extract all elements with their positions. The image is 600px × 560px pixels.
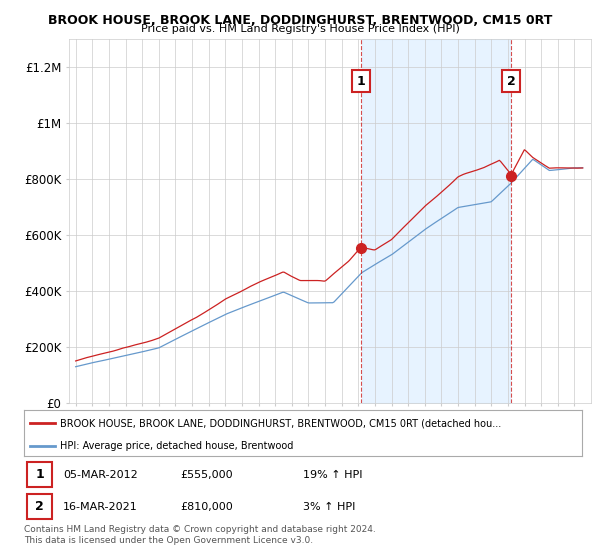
Text: BROOK HOUSE, BROOK LANE, DODDINGHURST, BRENTWOOD, CM15 0RT: BROOK HOUSE, BROOK LANE, DODDINGHURST, B… bbox=[48, 14, 552, 27]
Text: 2: 2 bbox=[35, 500, 44, 513]
Text: £555,000: £555,000 bbox=[180, 470, 233, 479]
Text: 1: 1 bbox=[35, 468, 44, 481]
Text: 3% ↑ HPI: 3% ↑ HPI bbox=[303, 502, 355, 511]
Text: 2: 2 bbox=[507, 74, 515, 88]
FancyBboxPatch shape bbox=[27, 463, 52, 487]
Text: Contains HM Land Registry data © Crown copyright and database right 2024.
This d: Contains HM Land Registry data © Crown c… bbox=[24, 525, 376, 545]
Text: HPI: Average price, detached house, Brentwood: HPI: Average price, detached house, Bren… bbox=[60, 441, 293, 451]
Text: £810,000: £810,000 bbox=[180, 502, 233, 511]
Text: Price paid vs. HM Land Registry's House Price Index (HPI): Price paid vs. HM Land Registry's House … bbox=[140, 24, 460, 34]
Text: 1: 1 bbox=[357, 74, 365, 88]
Text: BROOK HOUSE, BROOK LANE, DODDINGHURST, BRENTWOOD, CM15 0RT (detached hou...: BROOK HOUSE, BROOK LANE, DODDINGHURST, B… bbox=[60, 418, 502, 428]
Text: 05-MAR-2012: 05-MAR-2012 bbox=[63, 470, 138, 479]
FancyBboxPatch shape bbox=[27, 494, 52, 519]
Text: 19% ↑ HPI: 19% ↑ HPI bbox=[303, 470, 362, 479]
Text: 16-MAR-2021: 16-MAR-2021 bbox=[63, 502, 138, 511]
